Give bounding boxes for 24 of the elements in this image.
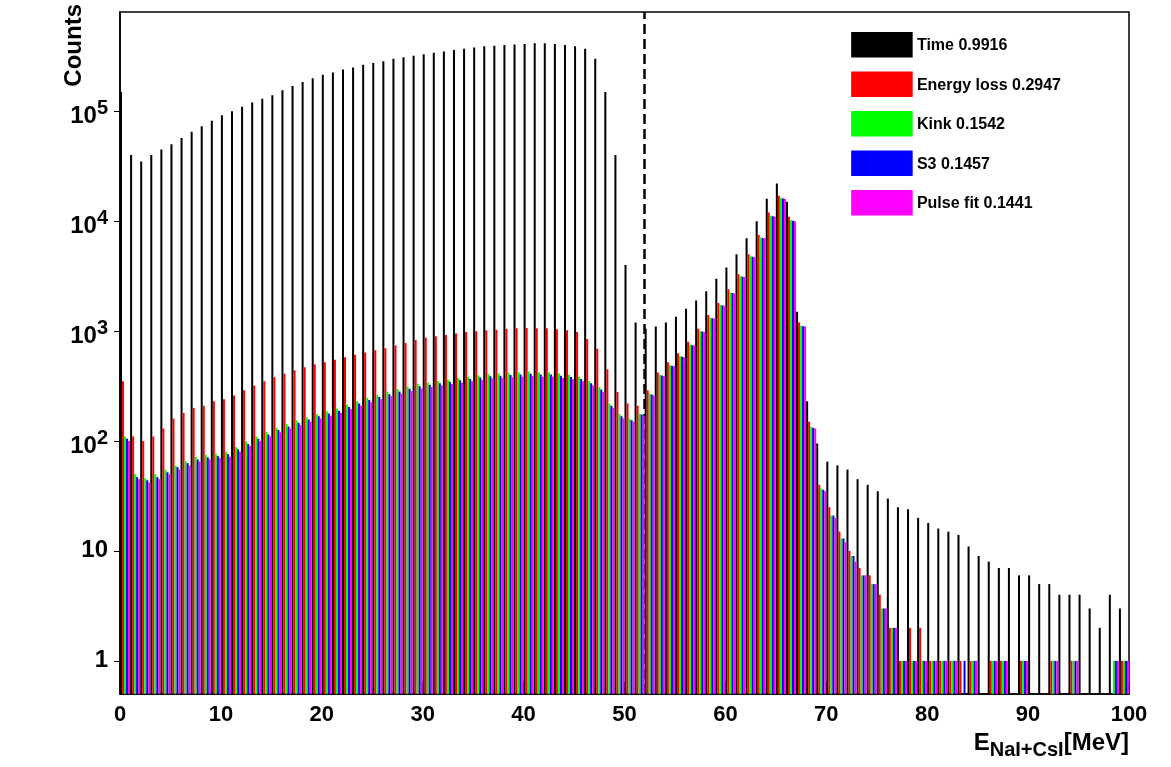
- y-axis-title: Counts: [58, 4, 86, 87]
- x-tick-label: 70: [814, 700, 839, 726]
- legend-label: Kink 0.1542: [916, 115, 1006, 133]
- x-tick-label: 60: [713, 700, 738, 726]
- x-tick-label: 20: [309, 700, 335, 726]
- x-tick-label: 80: [914, 700, 940, 726]
- y-tick-label: 10$^{2}$: [70, 426, 108, 459]
- y-tick-label: 10$^{5}$: [70, 96, 108, 129]
- y-tick-label: 10$^{3}$: [70, 316, 108, 349]
- y-tick-label: 10: [81, 534, 108, 562]
- x-tick-label: 100: [1110, 700, 1148, 726]
- legend-label: Pulse fit 0.1441: [916, 194, 1033, 212]
- legend-label: S3 0.1457: [916, 154, 990, 172]
- legend-label: Time 0.9916: [916, 36, 1008, 54]
- x-axis-title: E$_{NaI+CsI}$[MeV]: [973, 728, 1129, 760]
- x-tick-label: 30: [410, 700, 435, 726]
- y-tick-label: 10$^{4}$: [70, 206, 108, 239]
- x-tick-label: 50: [612, 700, 637, 726]
- x-tick-label: 0: [113, 700, 127, 726]
- x-tick-label: 10: [208, 700, 234, 726]
- x-tick-label: 40: [511, 700, 536, 726]
- legend-label: Energy loss 0.2947: [916, 75, 1062, 93]
- x-tick-label: 90: [1015, 700, 1041, 726]
- y-tick-label: 1: [94, 644, 108, 672]
